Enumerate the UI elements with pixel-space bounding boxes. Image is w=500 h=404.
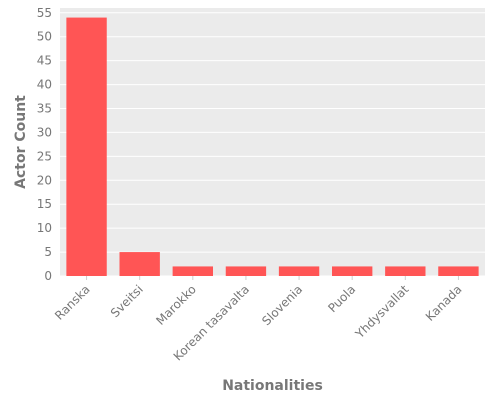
x-tick-label: Puola xyxy=(325,282,358,315)
y-tick-label: 0 xyxy=(44,269,52,283)
y-tick-label: 25 xyxy=(37,149,52,163)
x-tick-label: Ranska xyxy=(52,282,93,323)
y-axis-label: Actor Count xyxy=(13,95,29,189)
x-tick-label: Marokko xyxy=(153,282,199,328)
y-tick-label: 35 xyxy=(37,102,52,116)
y-tick-label: 15 xyxy=(37,197,52,211)
x-tick-label: Sveitsi xyxy=(108,282,146,320)
bar xyxy=(225,266,267,276)
bar xyxy=(119,252,160,276)
x-tick-label: Slovenia xyxy=(259,282,305,328)
y-tick-label: 10 xyxy=(37,221,52,235)
bar xyxy=(385,266,426,276)
y-tick-label: 5 xyxy=(44,245,52,259)
y-tick-label: 55 xyxy=(37,6,52,20)
y-tick-label: 45 xyxy=(37,54,52,68)
x-tick-label: Yhdysvallat xyxy=(352,282,412,342)
y-tick-label: 50 xyxy=(37,30,52,44)
bar xyxy=(278,266,320,276)
y-tick-label: 40 xyxy=(37,78,52,92)
bar xyxy=(66,17,107,276)
y-tick-label: 20 xyxy=(37,173,52,187)
x-tick-label: Kanada xyxy=(423,282,465,324)
bars xyxy=(66,17,479,276)
bar xyxy=(332,266,373,276)
y-axis: 0 5 10 15 20 25 30 35 40 45 50 55 xyxy=(37,6,52,283)
bar xyxy=(438,266,479,276)
x-axis-label: Nationalities xyxy=(222,378,323,394)
bar xyxy=(172,266,213,276)
y-tick-label: 30 xyxy=(37,125,52,139)
plot-background xyxy=(60,8,485,276)
